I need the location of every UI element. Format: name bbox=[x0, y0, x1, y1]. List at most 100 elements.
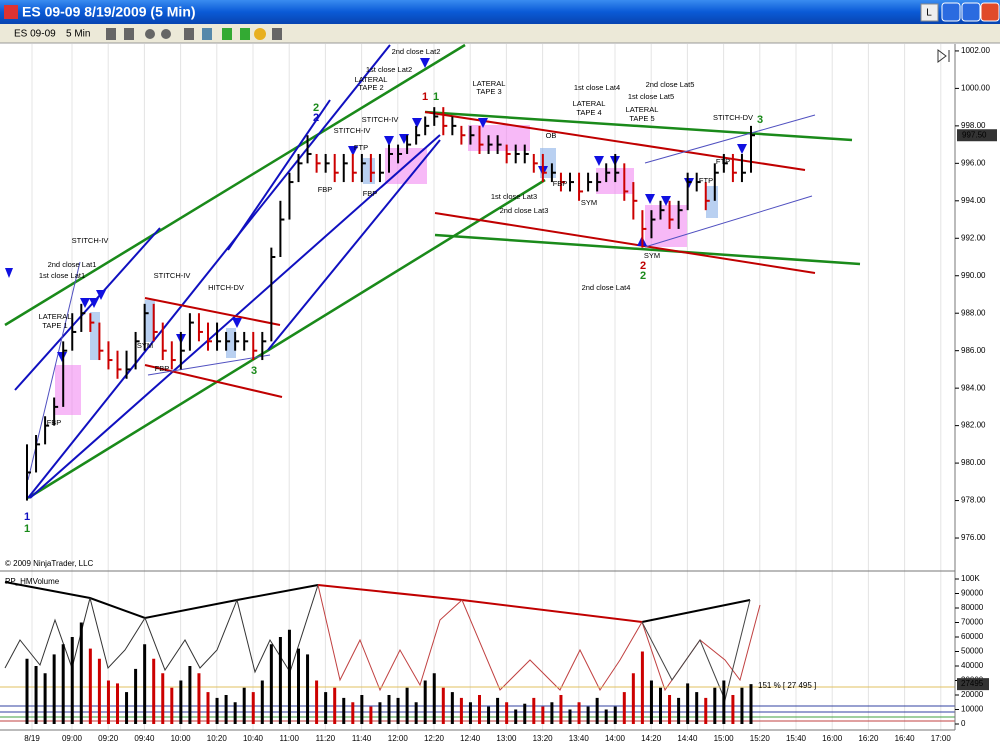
volume-tick-label: 100K bbox=[961, 574, 980, 583]
y-tick-label: 986.00 bbox=[961, 346, 986, 355]
annotation: LATERAL bbox=[473, 79, 506, 88]
volume-bar bbox=[649, 680, 653, 724]
annotation: LATERAL bbox=[355, 75, 388, 84]
volume-bar bbox=[731, 694, 735, 724]
annotation: STITCH-IV bbox=[72, 236, 109, 245]
volume-bar bbox=[740, 687, 744, 724]
volume-bar bbox=[297, 648, 300, 724]
volume-tick-label: 60000 bbox=[961, 632, 984, 641]
volume-bar bbox=[161, 673, 165, 724]
x-tick-label: 15:20 bbox=[750, 734, 771, 743]
annotation: FBP bbox=[47, 418, 62, 427]
annotation: FTP bbox=[716, 157, 730, 166]
annotation: FTP bbox=[354, 143, 368, 152]
annotation: FBP bbox=[553, 179, 568, 188]
annotation: HITCH-DV bbox=[208, 283, 244, 292]
x-tick-label: 16:20 bbox=[858, 734, 879, 743]
volume-bar bbox=[34, 665, 38, 724]
annotation: STITCH-IV bbox=[362, 115, 399, 124]
volume-bar bbox=[143, 644, 147, 724]
price-panel: 2nd close Lat1 1st close Lat1 STITCH-IV LAT… bbox=[24, 47, 763, 535]
volume-bar bbox=[287, 629, 291, 724]
volume-bar bbox=[496, 697, 500, 724]
annotation: 1st close Lat2 bbox=[366, 65, 412, 74]
volume-bar bbox=[713, 687, 717, 724]
volume-bar bbox=[432, 673, 436, 724]
y-tick-label: 994.00 bbox=[961, 196, 986, 205]
x-tick-label: 12:40 bbox=[460, 734, 481, 743]
x-tick-label: 17:00 bbox=[931, 734, 952, 743]
y-tick-label: 978.00 bbox=[961, 496, 986, 505]
x-tick-label: 09:40 bbox=[134, 734, 155, 743]
volume-bar bbox=[134, 668, 138, 724]
volume-bar bbox=[179, 680, 183, 724]
annotation: TAPE 4 bbox=[576, 108, 601, 117]
x-tick-label: 14:20 bbox=[641, 734, 662, 743]
volume-bar bbox=[749, 684, 753, 724]
volume-bar bbox=[532, 697, 536, 724]
annotation: 2nd close Lat3 bbox=[500, 206, 549, 215]
interval-selector[interactable]: 5 Min bbox=[66, 29, 90, 40]
maximize-button[interactable] bbox=[961, 2, 981, 22]
annotation: FTP bbox=[699, 176, 713, 185]
annotation: LATERAL bbox=[626, 105, 659, 114]
volume-bar bbox=[224, 694, 228, 724]
indicator-name: PP_HMVolume bbox=[5, 577, 60, 586]
link-button[interactable] bbox=[920, 3, 939, 22]
volume-bar bbox=[306, 654, 310, 724]
volume-bar bbox=[125, 692, 129, 724]
wave-count-label: 3 bbox=[251, 365, 257, 377]
x-tick-label: 10:00 bbox=[171, 734, 192, 743]
x-tick-label: 11:20 bbox=[316, 734, 336, 743]
volume-bar bbox=[541, 706, 545, 724]
volume-tick-label: 80000 bbox=[961, 603, 984, 612]
close-button[interactable] bbox=[980, 2, 1000, 22]
x-tick-label: 11:00 bbox=[279, 734, 299, 743]
last-volume-label: 27495 bbox=[961, 679, 984, 688]
volume-bar bbox=[450, 692, 454, 724]
volume-bar bbox=[550, 702, 554, 724]
y-tick-label: 990.00 bbox=[961, 271, 986, 280]
y-tick-label: 980.00 bbox=[961, 458, 986, 467]
wave-count-label: 1 bbox=[24, 523, 30, 535]
annotation: SYM bbox=[137, 341, 153, 350]
wave-count-label: 3 bbox=[757, 114, 763, 126]
y-tick-label: 998.00 bbox=[961, 121, 986, 130]
annotation: 1st close Lat1 bbox=[39, 271, 85, 280]
last-volume-marker bbox=[957, 678, 989, 691]
annotation: FBP bbox=[155, 364, 170, 373]
x-tick-label: 10:20 bbox=[207, 734, 228, 743]
x-tick-label: 13:00 bbox=[496, 734, 517, 743]
volume-bar bbox=[278, 637, 282, 724]
volume-bar bbox=[360, 694, 364, 724]
volume-bar bbox=[722, 680, 726, 724]
toolbar-icons bbox=[106, 28, 282, 40]
scroll-button[interactable] bbox=[937, 49, 950, 63]
volume-bar bbox=[324, 692, 328, 724]
copyright: © 2009 NinjaTrader, LLC bbox=[5, 559, 94, 568]
signal-arrows bbox=[5, 58, 747, 362]
x-tick-label: 16:00 bbox=[822, 734, 843, 743]
volume-bar bbox=[478, 694, 481, 724]
annotation: 2nd close Lat4 bbox=[582, 283, 631, 292]
link-button-label: L bbox=[926, 8, 932, 19]
wave-count-label: 1 bbox=[422, 91, 428, 103]
instrument-selector[interactable]: ES 09-09 bbox=[14, 29, 56, 40]
volume-bar bbox=[659, 687, 662, 724]
minimize-button[interactable] bbox=[941, 2, 961, 22]
volume-bar bbox=[242, 687, 246, 724]
volume-bar bbox=[559, 694, 563, 724]
annotation: 2nd close Lat5 bbox=[646, 80, 695, 89]
last-price-marker bbox=[957, 129, 997, 142]
volume-bar bbox=[586, 706, 590, 724]
y-tick-label: 1000.00 bbox=[961, 84, 990, 93]
annotation: FBP bbox=[363, 189, 378, 198]
annotation: STITCH-DV bbox=[713, 113, 753, 122]
x-tick-label: 14:00 bbox=[605, 734, 626, 743]
y-tick-label: 996.00 bbox=[961, 158, 986, 167]
volume-bar bbox=[695, 692, 699, 724]
volume-bar bbox=[595, 697, 599, 724]
y-tick-label: 984.00 bbox=[961, 383, 986, 392]
volume-tick-label: 10000 bbox=[961, 705, 984, 714]
app-icon bbox=[4, 5, 18, 19]
